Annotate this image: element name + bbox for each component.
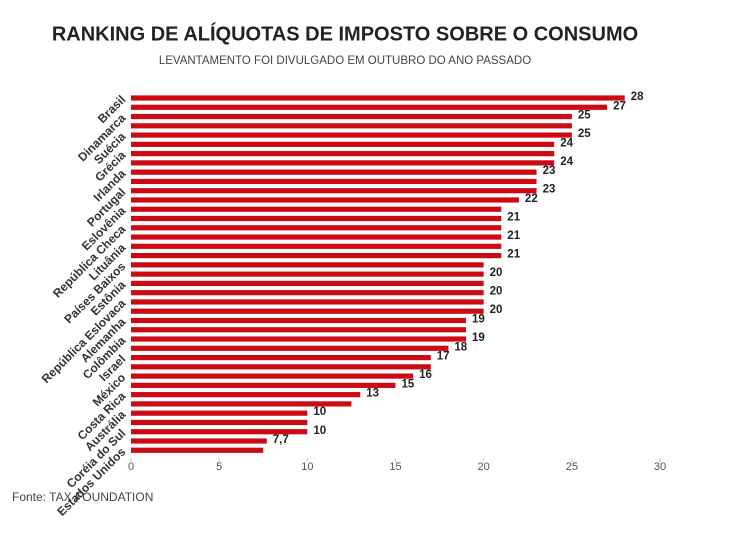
value-label: 24 xyxy=(560,137,573,149)
bar xyxy=(131,410,308,416)
bar xyxy=(131,104,608,110)
bar xyxy=(131,336,467,342)
bar xyxy=(131,225,502,231)
bar xyxy=(131,178,537,185)
bar xyxy=(131,327,467,333)
bar xyxy=(131,234,502,240)
bar xyxy=(131,438,267,444)
bar xyxy=(131,392,361,398)
bar xyxy=(131,290,484,296)
x-tick-label: 10 xyxy=(301,461,313,473)
bar xyxy=(131,262,484,268)
value-label: 20 xyxy=(490,286,503,298)
bar xyxy=(131,354,431,361)
x-tick-label: 15 xyxy=(389,461,401,473)
value-label: 21 xyxy=(507,230,520,242)
value-label: 10 xyxy=(313,425,326,437)
x-tick-label: 25 xyxy=(566,461,578,473)
value-label: 27 xyxy=(613,100,626,112)
bar xyxy=(131,123,572,129)
bar xyxy=(131,271,484,277)
bar xyxy=(131,419,308,426)
bar xyxy=(131,169,537,175)
bar xyxy=(131,364,431,370)
value-label: 13 xyxy=(366,388,379,400)
value-label: 25 xyxy=(578,110,591,122)
bar xyxy=(131,188,537,194)
bar xyxy=(131,345,449,351)
bar xyxy=(131,382,396,388)
x-tick-label: 0 xyxy=(128,461,134,473)
bar xyxy=(131,280,484,286)
bar xyxy=(131,113,572,120)
bar xyxy=(131,401,352,407)
value-label: 19 xyxy=(472,314,485,326)
x-tick-label: 30 xyxy=(654,461,666,473)
value-label: 10 xyxy=(313,406,326,418)
value-label: 7,7 xyxy=(273,434,289,446)
value-label: 19 xyxy=(472,332,485,344)
bar xyxy=(131,206,502,212)
value-label: 21 xyxy=(507,212,520,224)
x-tick-label: 5 xyxy=(216,461,222,473)
value-label: 25 xyxy=(578,128,591,140)
value-label: 24 xyxy=(560,156,573,168)
value-label: 16 xyxy=(419,369,432,381)
bar xyxy=(131,132,572,138)
bar xyxy=(131,141,555,147)
bar xyxy=(131,308,484,314)
bar xyxy=(131,151,555,157)
value-label: 23 xyxy=(543,184,556,196)
value-label: 23 xyxy=(543,165,556,177)
bar xyxy=(131,197,519,203)
x-tick-label: 20 xyxy=(478,461,490,473)
value-label: 18 xyxy=(454,341,467,353)
value-label: 17 xyxy=(437,351,450,363)
bar xyxy=(131,215,502,222)
bar xyxy=(131,243,502,249)
bar xyxy=(131,95,625,101)
bar xyxy=(131,429,308,435)
value-label: 22 xyxy=(525,193,538,205)
value-label: 28 xyxy=(631,91,644,103)
bar xyxy=(131,252,502,259)
value-label: 15 xyxy=(402,378,415,390)
chart-title: RANKING DE ALÍQUOTAS DE IMPOSTO SOBRE O … xyxy=(52,22,638,45)
value-label: 20 xyxy=(490,267,503,279)
bar xyxy=(131,160,555,166)
bar xyxy=(131,373,414,379)
bar xyxy=(131,317,467,324)
source: Fonte: TAX FOUNDATION xyxy=(12,490,153,504)
bar xyxy=(131,299,484,305)
bar xyxy=(131,447,264,453)
value-label: 21 xyxy=(507,249,520,261)
value-label: 20 xyxy=(490,304,503,316)
chart-subtitle: LEVANTAMENTO FOI DIVULGADO EM OUTUBRO DO… xyxy=(159,55,531,67)
